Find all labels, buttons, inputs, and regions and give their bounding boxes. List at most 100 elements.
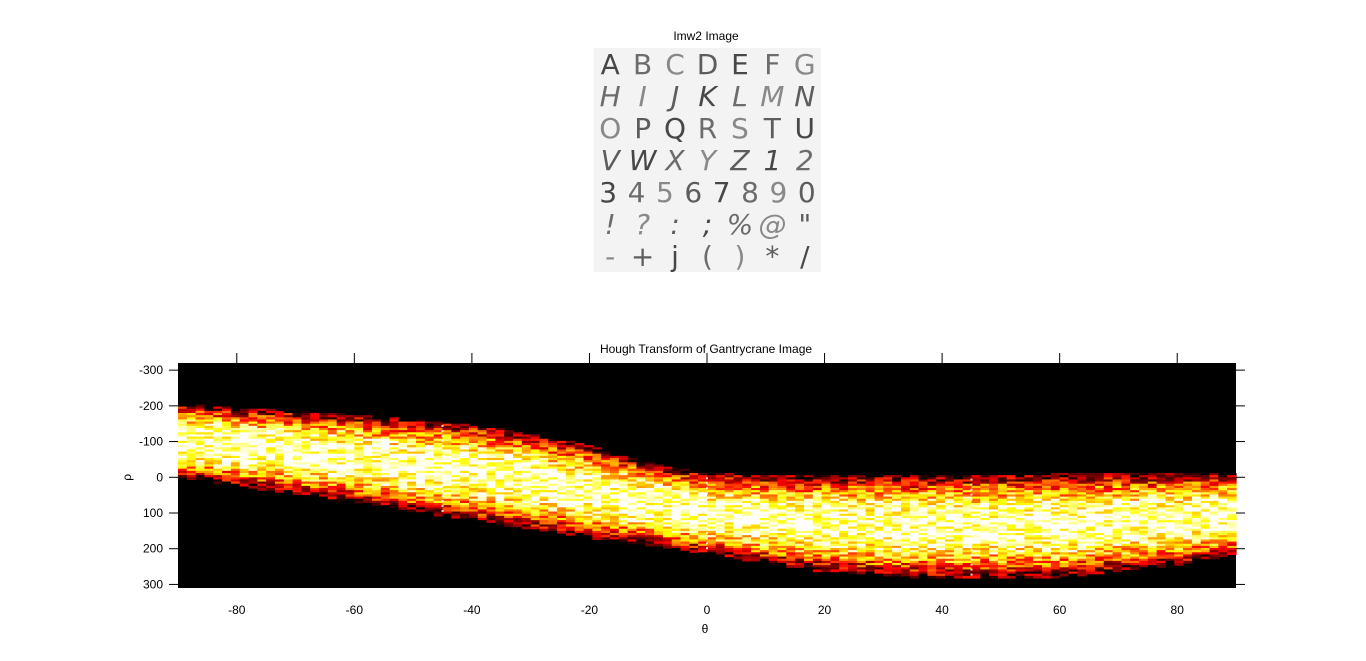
heatmap-cell — [380, 443, 391, 446]
heatmap-cell — [768, 518, 779, 521]
heatmap-cell — [1174, 503, 1184, 506]
heatmap-cell — [583, 513, 593, 517]
heatmap-cell — [398, 503, 408, 506]
heatmap-cell — [1103, 535, 1114, 538]
heatmap-cell — [257, 447, 267, 451]
heatmap-cell — [883, 535, 893, 538]
heatmap-cell — [442, 492, 452, 496]
heatmap-cell — [812, 503, 823, 506]
heatmap-cell — [1006, 543, 1017, 547]
heatmap-cell — [1165, 526, 1175, 530]
heatmap-cell — [1130, 473, 1140, 476]
heatmap-cell — [759, 496, 770, 500]
heatmap-cell — [583, 445, 593, 448]
heatmap-cell — [971, 533, 981, 536]
heatmap-cell — [1121, 494, 1131, 498]
heatmap-cell — [565, 485, 576, 489]
heatmap-cell — [601, 505, 611, 508]
heatmap-cell — [539, 451, 549, 455]
heatmap-cell — [1147, 500, 1158, 504]
heatmap-cell — [1165, 541, 1175, 545]
heatmap-cell — [354, 490, 364, 493]
heatmap-cell — [530, 462, 541, 466]
heatmap-cell — [945, 515, 955, 519]
heatmap-cell — [1015, 548, 1025, 551]
heatmap-cell — [521, 496, 532, 500]
heatmap-cell — [1024, 552, 1034, 556]
heatmap-cell — [936, 513, 946, 517]
heatmap-cell — [803, 494, 814, 498]
heatmap-cell — [856, 503, 867, 506]
heatmap-cell — [239, 468, 250, 472]
heatmap-cell — [909, 552, 920, 556]
heatmap-cell — [883, 537, 893, 541]
heatmap-cell — [601, 490, 611, 493]
heatmap-cell — [354, 473, 364, 476]
heatmap-cell — [821, 539, 832, 543]
heatmap-cell — [1015, 477, 1025, 481]
heatmap-cell — [874, 545, 884, 549]
heatmap-cell — [1042, 545, 1052, 549]
heatmap-cell — [936, 533, 946, 536]
heatmap-cell — [1050, 567, 1061, 571]
heatmap-cell — [407, 449, 417, 453]
heatmap-cell — [371, 423, 382, 427]
heatmap-cell — [900, 556, 911, 560]
heatmap-cell — [565, 483, 576, 487]
heatmap-cell — [1086, 479, 1096, 483]
heatmap-cell — [601, 483, 611, 487]
heatmap-cell — [812, 548, 823, 551]
heatmap-cell — [204, 410, 214, 414]
heatmap-cell — [592, 492, 602, 496]
heatmap-cell — [759, 522, 770, 526]
heatmap-cell — [230, 432, 241, 436]
heatmap-cell — [953, 496, 964, 500]
heatmap-cell — [997, 513, 1008, 517]
heatmap-cell — [601, 513, 611, 517]
heatmap-cell — [662, 483, 673, 487]
heatmap-cell — [504, 492, 514, 496]
heatmap-cell — [363, 458, 373, 461]
heatmap-cell — [442, 466, 452, 470]
heatmap-cell — [645, 481, 655, 485]
heatmap-cell — [927, 569, 937, 573]
heatmap-cell — [292, 436, 303, 440]
heatmap-cell — [1183, 518, 1193, 521]
heatmap-cell — [336, 447, 347, 451]
heatmap-cell — [477, 505, 488, 508]
heatmap-cell — [1050, 571, 1061, 575]
heatmap-cell — [918, 556, 929, 560]
heatmap-cell — [442, 479, 452, 483]
heatmap-cell — [319, 466, 329, 470]
heatmap-cell — [733, 503, 743, 506]
heatmap-cell — [900, 539, 911, 543]
heatmap-cell — [1165, 475, 1175, 478]
heatmap-cell — [380, 434, 391, 438]
heatmap-cell — [583, 494, 593, 498]
heatmap-cell — [680, 526, 690, 530]
heatmap-cell — [521, 518, 532, 521]
heatmap-cell — [442, 475, 452, 478]
heatmap-cell — [803, 543, 814, 547]
heatmap-cell — [451, 421, 461, 425]
heatmap-cell — [363, 492, 373, 496]
heatmap-cell — [707, 500, 717, 504]
heatmap-cell — [301, 425, 311, 429]
heatmap-cell — [292, 468, 303, 472]
heatmap-cell — [1112, 520, 1122, 523]
heatmap-cell — [689, 496, 699, 500]
heatmap-cell — [768, 548, 779, 551]
heatmap-cell — [539, 520, 549, 523]
heatmap-cell — [1006, 571, 1017, 575]
heatmap-cell — [680, 494, 690, 498]
heatmap-cell — [636, 524, 646, 528]
heatmap-cell — [654, 475, 664, 478]
heatmap-cell — [1059, 526, 1070, 530]
heatmap-cell — [486, 477, 496, 481]
heatmap-cell — [803, 496, 814, 500]
heatmap-cell — [768, 503, 779, 506]
heatmap-cell — [874, 522, 884, 526]
heatmap-cell — [865, 477, 876, 481]
heatmap-cell — [812, 496, 823, 500]
heatmap-cell — [971, 492, 981, 496]
